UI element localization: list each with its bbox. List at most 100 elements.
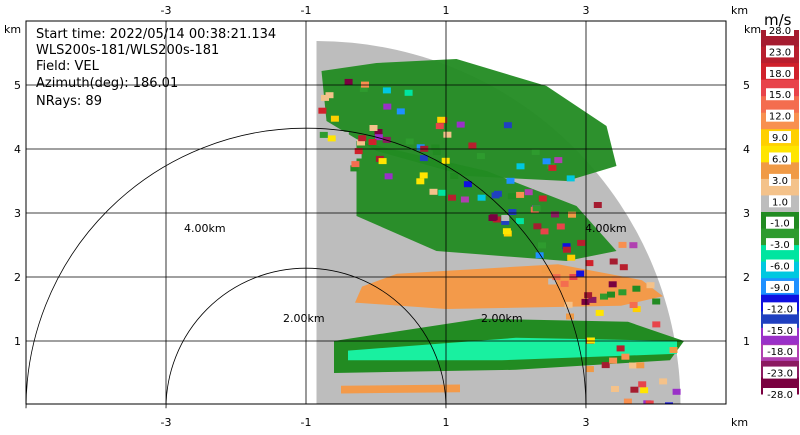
velocity-region-orange-lower [341,384,460,394]
velocity-noise-pixel [488,215,497,221]
colorbar-tick-label: 12.0 [769,112,791,123]
velocity-noise-pixel [432,149,441,156]
velocity-noise-pixel [319,131,328,138]
colorbar-unit-label: m/s [764,11,792,29]
velocity-noise-pixel [325,92,334,99]
velocity-noise-pixel [586,337,595,344]
velocity-noise-pixel [318,107,327,114]
velocity-noise-pixel [476,153,485,160]
velocity-noise-pixel [607,291,615,298]
velocity-noise-pixel [567,254,576,261]
x-tick-label-bottom: -1 [301,416,312,429]
velocity-noise-pixel [541,267,550,274]
annotation-field: Field: VEL [36,59,100,74]
colorbar-label-bg [769,195,791,208]
colorbar-tick-label: 1.0 [772,197,788,208]
velocity-noise-pixel [585,260,594,267]
y-tick-label-right: 1 [743,335,750,348]
velocity-noise-pixel [538,242,546,249]
velocity-noise-pixel [563,246,571,253]
velocity-noise-pixel [368,139,377,145]
x-tick-label-bottom: 1 [443,416,450,429]
colorbar-label-bg [766,45,794,58]
velocity-noise-pixel [556,223,565,230]
velocity-noise-pixel [618,289,627,296]
grid-lines [26,21,726,404]
velocity-noise-pixel [531,148,540,155]
velocity-noise-pixel [562,243,571,250]
velocity-noise-pixel [330,115,339,122]
velocity-noise-pixel [632,306,641,313]
annotation-nrays: NRays: 89 [36,94,102,109]
velocity-noise-pixel [629,302,638,308]
velocity-noise-pixel [456,121,465,128]
y-tick-label-right: 2 [743,271,750,284]
velocity-noise-pixel [416,178,425,185]
plot-area [316,41,684,404]
colorbar-tick-label: 6.0 [772,154,788,165]
velocity-noise-pixel [568,211,576,218]
colorbar-tick-label: 15.0 [769,90,791,101]
x-unit-label-bottom: km [731,416,748,429]
y-tick-label-right: 4 [743,143,750,156]
velocity-noise-pixel [554,157,563,164]
x-tick-label-top: -3 [161,4,172,17]
velocity-noise-pixel [506,177,515,184]
velocity-noise-pixel [342,142,351,149]
colorbar-label-bg [766,88,794,101]
velocity-noise-pixel [665,402,673,404]
velocity-noise-pixel [593,202,602,208]
velocity-noise-pixel [374,129,383,135]
x-tick-label-top: 1 [443,4,450,17]
range-ring-label: 4.00km [585,222,627,235]
velocity-noise-pixel [508,209,517,215]
velocity-noise-pixel [566,175,575,182]
velocity-noise-pixel [507,193,516,200]
colorbar-swatch [761,96,799,114]
velocity-noise-pixel [588,296,597,303]
velocity-noise-pixel [502,228,511,235]
velocity-noise-pixel [374,134,383,141]
velocity-noise-pixel [429,188,438,195]
colorbar-label-bg [763,302,797,315]
colorbar-tick-label: -23.0 [767,369,793,380]
colorbar-label-bg [766,109,794,122]
velocity-noise-pixel [493,190,502,197]
velocity-noise-pixel [577,239,586,246]
velocity-noise-pixel [378,158,387,165]
colorbar-label-bg [769,131,791,144]
velocity-noise-pixel [600,293,608,300]
velocity-noise-pixel [652,298,661,305]
y-tick-label-left: 5 [14,79,21,92]
colorbar-label-bg [763,345,797,358]
velocity-noise-pixel [344,78,353,85]
annotation-start-time: Start time: 2022/05/14 00:38:21.134 [36,27,276,42]
colorbar-tick-label: -3.0 [770,240,790,251]
y-tick-label-left: 3 [14,207,21,220]
velocity-noise-pixel [616,345,625,352]
velocity-noise-pixel [584,292,593,299]
velocity-noise-pixel [382,87,391,94]
velocity-noise-pixel [369,125,378,131]
velocity-noise-pixel [646,282,655,289]
colorbar-tick-label: 9.0 [772,133,788,144]
velocity-noise-pixel [460,196,469,203]
velocity-noise-pixel [515,218,524,225]
x-tick-label-bottom: -3 [161,416,172,429]
y-tick-label-left: 1 [14,335,21,348]
y-tick-label-left: 2 [14,271,21,284]
axis-ticks: -3 -3 -1 -1 1 1 3 3 1 1 2 2 3 3 4 4 5 5 [14,4,750,429]
colorbar-label-bg [766,66,794,79]
colorbar-label-bg [766,216,794,229]
velocity-noise-pixel [448,194,456,201]
colorbar: 28.0 23.0 18.0 15.0 12.0 9.0 6.0 3.0 1.0 -1.0 -3.0… [761,24,799,401]
velocity-noise-pixel [437,116,446,123]
colorbar-label-bg [763,388,797,400]
velocity-noise-pixel [357,139,365,146]
y-tick-label-left: 4 [14,143,21,156]
velocity-noise-pixel [321,94,329,101]
velocity-noise-pixel [477,194,486,201]
velocity-noise-pixel [351,161,360,168]
range-ring-label: 4.00km [184,222,226,235]
x-tick-label-top: -1 [301,4,312,17]
